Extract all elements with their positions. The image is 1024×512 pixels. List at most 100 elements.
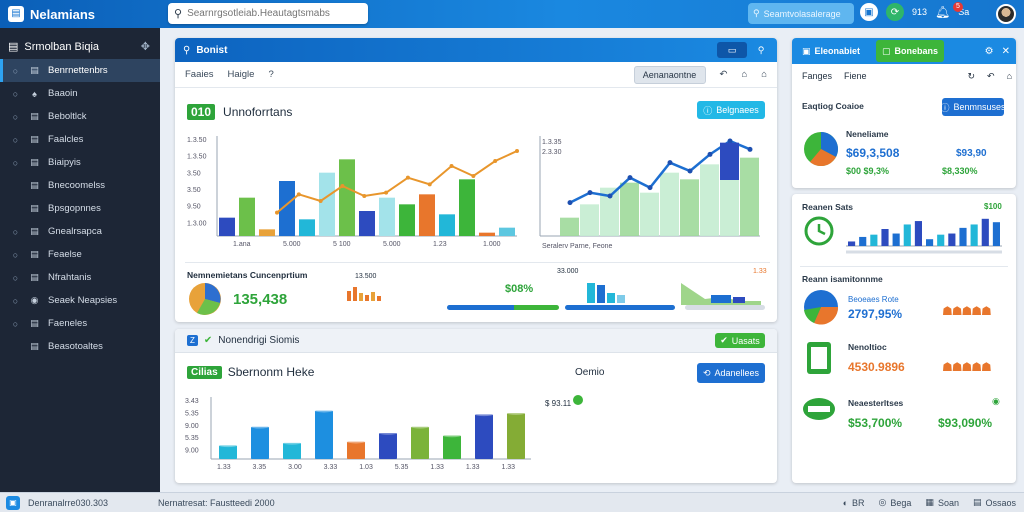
search-icon: ⚲ xyxy=(753,8,760,18)
bar xyxy=(937,234,945,246)
bullet-icon: ○ xyxy=(12,249,19,260)
main-toolbar: Faaies Haigle ? Aenanaontne ↶ ⌂ ⌂ xyxy=(175,62,777,88)
bar xyxy=(359,211,375,236)
menu-icon: ▤ xyxy=(30,111,39,121)
bullet-icon: ○ xyxy=(12,318,19,329)
bullet-icon: ○ xyxy=(12,65,19,76)
sidebar-item[interactable]: ○ ▤ Beboltlck xyxy=(0,105,160,128)
y-tick-label: 1.3.35 xyxy=(542,139,562,146)
status-item[interactable]: BR xyxy=(852,497,865,508)
bottom-right-button[interactable]: ⟲ Adanellees xyxy=(697,363,765,383)
bar xyxy=(339,159,355,236)
bar xyxy=(315,410,333,459)
home-icon[interactable]: ⌂ xyxy=(1006,71,1012,81)
refresh-icon[interactable]: ↻ xyxy=(967,71,976,81)
bottom-value-label: $ 93.11 xyxy=(545,399,572,408)
calendar-icon[interactable]: ▣ xyxy=(860,3,878,21)
sidebar-item[interactable]: ○ ▤ Biaipyis xyxy=(0,151,160,174)
right-tabs: ▣ Eleonabiet ▢ Bonebans ⚙ ✕ xyxy=(792,38,1016,64)
back-icon[interactable]: ↶ xyxy=(987,71,995,81)
bar xyxy=(970,224,978,246)
bar xyxy=(219,445,237,459)
y-tick-label: 5.35 xyxy=(185,435,199,442)
sidebar-item[interactable]: ○ ♠ Baaoin xyxy=(0,82,160,105)
row2-right: $100 xyxy=(984,202,1002,211)
sidebar-item-label: Faeneles xyxy=(48,318,88,329)
row3-value: 2797,95% xyxy=(848,307,903,321)
settings-icon[interactable]: ✥ xyxy=(140,41,150,53)
row1-label: Neneliame xyxy=(846,129,889,139)
main-card: ⚲ Bonist ▭ ⚲ Faaies Haigle ? Aenanaontne… xyxy=(175,38,777,322)
sidebar-item[interactable]: ○ ▤ Gnealrsapca xyxy=(0,220,160,243)
bullet-icon: ○ xyxy=(12,226,19,237)
bar-cap xyxy=(443,433,461,438)
sidebar-item-label: Benrnettenbrs xyxy=(48,65,108,76)
line-point xyxy=(405,175,410,180)
bullet-icon: ○ xyxy=(12,111,19,122)
status-item[interactable]: Bega xyxy=(890,497,912,508)
bar xyxy=(319,172,335,236)
chart-icon: Z xyxy=(187,335,198,346)
sidebar-title: Srmolban Biqia xyxy=(24,40,99,53)
sidebar-item-label: Faalcles xyxy=(48,134,84,145)
y-tick-label: 9.00 xyxy=(185,423,199,430)
secondary-search[interactable]: ⚲ Seamtvolasalerage xyxy=(748,3,854,24)
window-icon[interactable]: ▭ xyxy=(717,42,747,58)
sidebar-list: ○ ▤ Benrnettenbrs ○ ♠ Baaoin ○ ▤ Beboltlck ○ ▤ Faal… xyxy=(0,59,160,358)
sidebar-item[interactable]: ▤ Bpsgopnnes xyxy=(0,197,160,220)
sidebar-item[interactable]: ▤ Beasotoaltes xyxy=(0,335,160,358)
tab-overview[interactable]: ▣ Eleonabiet xyxy=(796,40,867,62)
menu-icon: ▤ xyxy=(30,65,39,75)
close-icon[interactable]: ✕ xyxy=(1001,45,1010,57)
bar xyxy=(959,227,967,246)
row1-sub-right: $93,90 xyxy=(956,148,987,159)
refresh-icon[interactable]: ⟳ xyxy=(886,3,904,21)
sidebar-item-label: Nfrahtanis xyxy=(48,272,92,283)
avatar[interactable] xyxy=(996,4,1016,24)
toolbar-item[interactable]: ? xyxy=(268,69,274,80)
status-item[interactable]: Soan xyxy=(937,497,959,508)
y-tick-label: 3.50 xyxy=(187,170,201,177)
right-toolbar-item[interactable]: Fiene xyxy=(844,71,867,81)
gear-icon[interactable]: ⚙ xyxy=(984,45,994,57)
sidebar-item[interactable]: ○ ▤ Nfrahtanis xyxy=(0,266,160,289)
toolbar-item[interactable]: Faaies xyxy=(185,69,214,80)
bar-cap xyxy=(315,408,333,413)
sidebar-item-label: Baaoin xyxy=(48,88,78,99)
bar xyxy=(859,236,867,246)
bottom-right-button-label: Adanellees xyxy=(714,368,760,378)
toolbar-button[interactable]: Aenanaontne xyxy=(633,65,706,84)
mini-area xyxy=(681,283,761,305)
right-pie-1 xyxy=(804,132,838,167)
main-card-title: Bonist xyxy=(196,44,228,56)
home-icon[interactable]: ⌂ xyxy=(761,69,767,80)
search-icon[interactable]: ⚲ xyxy=(757,44,765,55)
sidebar-item[interactable]: ○ ▤ Benrnettenbrs xyxy=(0,59,160,82)
right-section-label: Eaqtiog Coaioe xyxy=(802,101,864,111)
sidebar-item[interactable]: ○ ▤ Feaelse xyxy=(0,243,160,266)
sidebar-item[interactable]: ○ ◉ Seaek Neapsies xyxy=(0,289,160,312)
mini-pie-chart xyxy=(189,283,221,315)
divider xyxy=(800,266,1008,267)
bell-icon[interactable]: 🔔︎ xyxy=(935,5,951,19)
bottom-card-button[interactable]: ✔ Uasats xyxy=(715,333,765,348)
x-tick-label: 1.23 xyxy=(433,241,447,248)
status-item[interactable]: Ossaos xyxy=(985,497,1016,508)
right-section-button[interactable]: ⓘ Benmnsuses xyxy=(940,98,1006,116)
global-search[interactable]: ⚲ xyxy=(168,3,368,24)
sidebar-item[interactable]: ▤ Bnecoomelss xyxy=(0,174,160,197)
home-icon[interactable]: ⌂ xyxy=(741,69,748,80)
right-toolbar-item[interactable]: Fanges xyxy=(802,71,833,81)
section-button[interactable]: ⓘ Belgnaees xyxy=(697,101,765,119)
bar-cap xyxy=(347,439,365,444)
search-input[interactable] xyxy=(187,8,358,19)
sidebar-item[interactable]: ○ ▤ Faalcles xyxy=(0,128,160,151)
toolbar-item[interactable]: Haigle xyxy=(227,69,255,80)
row1-value: $69,3,508 xyxy=(846,146,900,160)
bar xyxy=(379,432,397,459)
back-icon[interactable]: ↶ xyxy=(719,69,728,80)
tab-sales[interactable]: ▢ Bonebans xyxy=(876,40,945,62)
app-brand[interactable]: ▤ Nelamians xyxy=(0,6,160,22)
menu-icon: ◉ xyxy=(30,295,39,305)
sidebar-item[interactable]: ○ ▤ Faeneles xyxy=(0,312,160,335)
